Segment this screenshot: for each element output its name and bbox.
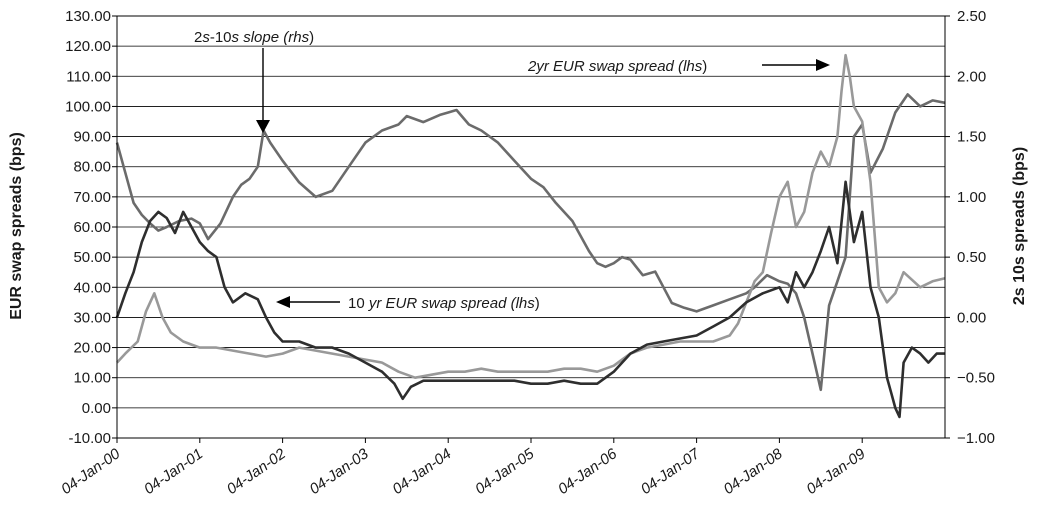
y2-tick-label: 0.00 <box>957 309 986 326</box>
series-lines <box>115 53 946 419</box>
y2-tick-label: 2.00 <box>957 68 986 85</box>
y-tick-label: 60.00 <box>73 219 111 236</box>
y2-axis-title: 2s 10s spreads (bps) <box>1011 147 1028 305</box>
annotation-2yr: 2yr EUR swap spread (lhs) <box>527 58 707 75</box>
y-tick-label: 30.00 <box>73 309 111 326</box>
x-tick-label: 04-Jan-09 <box>803 445 869 498</box>
y2-tick-label: 1.50 <box>957 129 986 146</box>
x-tick-label: 04-Jan-00 <box>58 445 124 498</box>
axes: -10.00 0.00 10.00 20.00 30.00 40.00 50.00 60.00… <box>58 8 995 498</box>
y2-tick-label: 2.50 <box>957 8 986 25</box>
y-tick-label: 120.00 <box>65 38 111 55</box>
annotation-10yr-arrowhead <box>276 296 290 308</box>
y-tick-label: 50.00 <box>73 249 111 266</box>
y-tick-label: 0.00 <box>82 400 111 417</box>
y-tick-label: 10.00 <box>73 370 111 387</box>
y-tick-label: 80.00 <box>73 159 111 176</box>
y2-tick-label: 1.00 <box>957 189 986 206</box>
y-tick-label: 100.00 <box>65 98 111 115</box>
x-tick-label: 04-Jan-03 <box>307 445 373 498</box>
x-tick-label: 04-Jan-05 <box>472 445 538 498</box>
y2-tick-label: −1.00 <box>957 430 995 447</box>
annotation-slope-arrowhead <box>256 120 270 133</box>
x-tick-label: 04-Jan-04 <box>389 445 454 498</box>
y-tick-label: 20.00 <box>73 340 111 357</box>
x-tick-label: 04-Jan-01 <box>141 445 206 498</box>
x-tick-label: 04-Jan-08 <box>721 445 787 498</box>
annotation-2yr-arrowhead <box>816 59 830 71</box>
y-axis-title: EUR swap spreads (bps) <box>8 132 25 320</box>
annotation-slope: 2s-10s slope (rhs) <box>194 29 314 46</box>
y2-tick-label: −0.50 <box>957 370 995 387</box>
series-line-0 <box>115 93 946 392</box>
series-line-2 <box>115 180 945 419</box>
x-tick-label: 04-Jan-07 <box>638 445 704 498</box>
y-tick-label: 70.00 <box>73 189 111 206</box>
y-tick-label: -10.00 <box>68 430 111 447</box>
y-tick-label: 40.00 <box>73 279 111 296</box>
x-tick-label: 04-Jan-06 <box>555 445 621 498</box>
series-line-1 <box>116 53 946 379</box>
annotation-10yr: 10 yr EUR swap spread (lhs) <box>348 295 540 312</box>
gridlines <box>117 15 945 439</box>
y-tick-label: 130.00 <box>65 8 111 25</box>
y-tick-label: 110.00 <box>66 68 111 85</box>
x-tick-label: 04-Jan-02 <box>224 445 290 498</box>
y2-tick-label: 0.50 <box>957 249 986 266</box>
y-tick-label: 90.00 <box>73 129 111 146</box>
